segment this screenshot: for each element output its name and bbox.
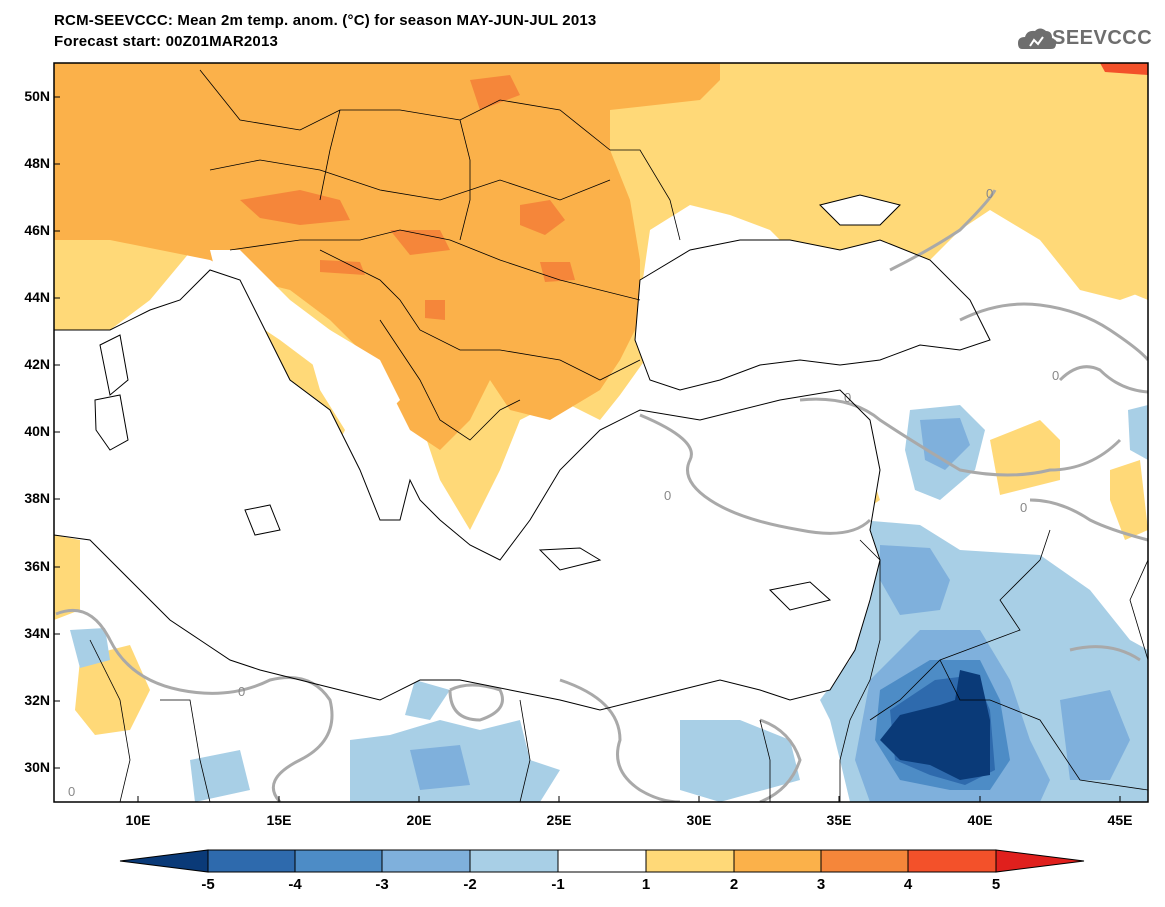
colorbar-label: 5 [991,876,1001,893]
lat-label: 38N [24,490,50,506]
colorbar-label: 3 [816,876,826,893]
anomaly-region-minus5-jordan [880,670,990,780]
lon-label: 15E [266,812,292,828]
colorbar-label: -1 [551,876,565,893]
lat-label: 34N [24,625,50,641]
lon-label: 30E [686,812,712,828]
logo-text: SEEVCCC [1052,27,1153,49]
anomaly-region-plus2 [54,63,720,450]
contour-label: 0 [1052,368,1059,383]
anomaly-region-minus1-east [1128,405,1148,460]
anomaly-region-plus1-caspian [1040,230,1148,300]
anomaly-region-plus3-romania [540,262,575,282]
anomaly-region-plus3-north [470,75,520,110]
lat-label: 48N [24,155,50,171]
zero-contours [55,189,1148,802]
colorbar-label: 4 [903,876,913,893]
lat-label: 44N [24,289,50,305]
lon-label: 20E [406,812,432,828]
sea-black [635,240,990,390]
contour-label: 0 [986,186,993,201]
sea-mediterranean [54,270,880,710]
anomaly-region-plus1-se [1110,460,1148,540]
colorbar-label: -3 [375,876,389,893]
anomaly-region-minus2-libya [410,745,470,790]
colorbar-label: -2 [463,876,477,893]
colorbar [119,849,1085,873]
sea-adriatic [210,250,400,420]
country-borders [89,69,1148,802]
anomaly-region-minus1-sahara [190,750,250,802]
lon-label: 40E [967,812,993,828]
anomaly-region-plus3-balkan [390,230,450,255]
anomaly-region-minus1-tunisia [70,628,110,668]
colorbar-arrow-right [995,849,1085,873]
lat-label: 30N [24,759,50,775]
lat-label: 50N [24,88,50,104]
cloud-logo-icon [1018,28,1056,49]
anomaly-region-plus1-iberia [54,535,80,620]
anomaly-region-minus2-anatolia [920,418,970,470]
anomaly-region-plus4-ne [1100,63,1148,75]
anomaly-region-minus2-syria [880,545,950,615]
lon-label: 35E [826,812,852,828]
lat-label: 42N [24,356,50,372]
contour-label: 0 [68,784,75,799]
anomaly-region-plus3-alps [240,190,350,225]
contour-label: 0 [664,488,671,503]
lat-label: 36N [24,558,50,574]
coastlines [54,194,991,711]
anomaly-region-plus3-serbia [425,300,445,320]
map-field: 0 0 0 0 0 0 0 [54,63,1148,802]
lon-label: 10E [125,812,151,828]
map-title: RCM-SEEVCCC: Mean 2m temp. anom. (°C) fo… [54,12,597,29]
lat-label: 32N [24,692,50,708]
anomaly-region-plus3-bosnia [320,260,365,275]
lon-label: 25E [546,812,572,828]
anomaly-region-plus3-carpathian [520,200,565,235]
colorbar-label: 2 [729,876,739,893]
lon-label: 45E [1107,812,1133,828]
colorbar-label: -4 [288,876,302,893]
contour-label: 0 [1020,500,1027,515]
sea-azov [820,195,900,225]
contour-label: 0 [238,684,245,699]
anomaly-region-minus1-libya2 [405,680,450,720]
lat-label: 46N [24,222,50,238]
forecast-start-label: Forecast start: 00Z01MAR2013 [54,33,279,50]
lat-label: 40N [24,423,50,439]
anomaly-region-minus2-iraq [1060,690,1130,780]
colorbar-arrow-left [119,849,209,873]
axis-ticks [54,96,1121,802]
colorbar-label: 1 [641,876,651,893]
colorbar-label: -5 [201,876,215,893]
